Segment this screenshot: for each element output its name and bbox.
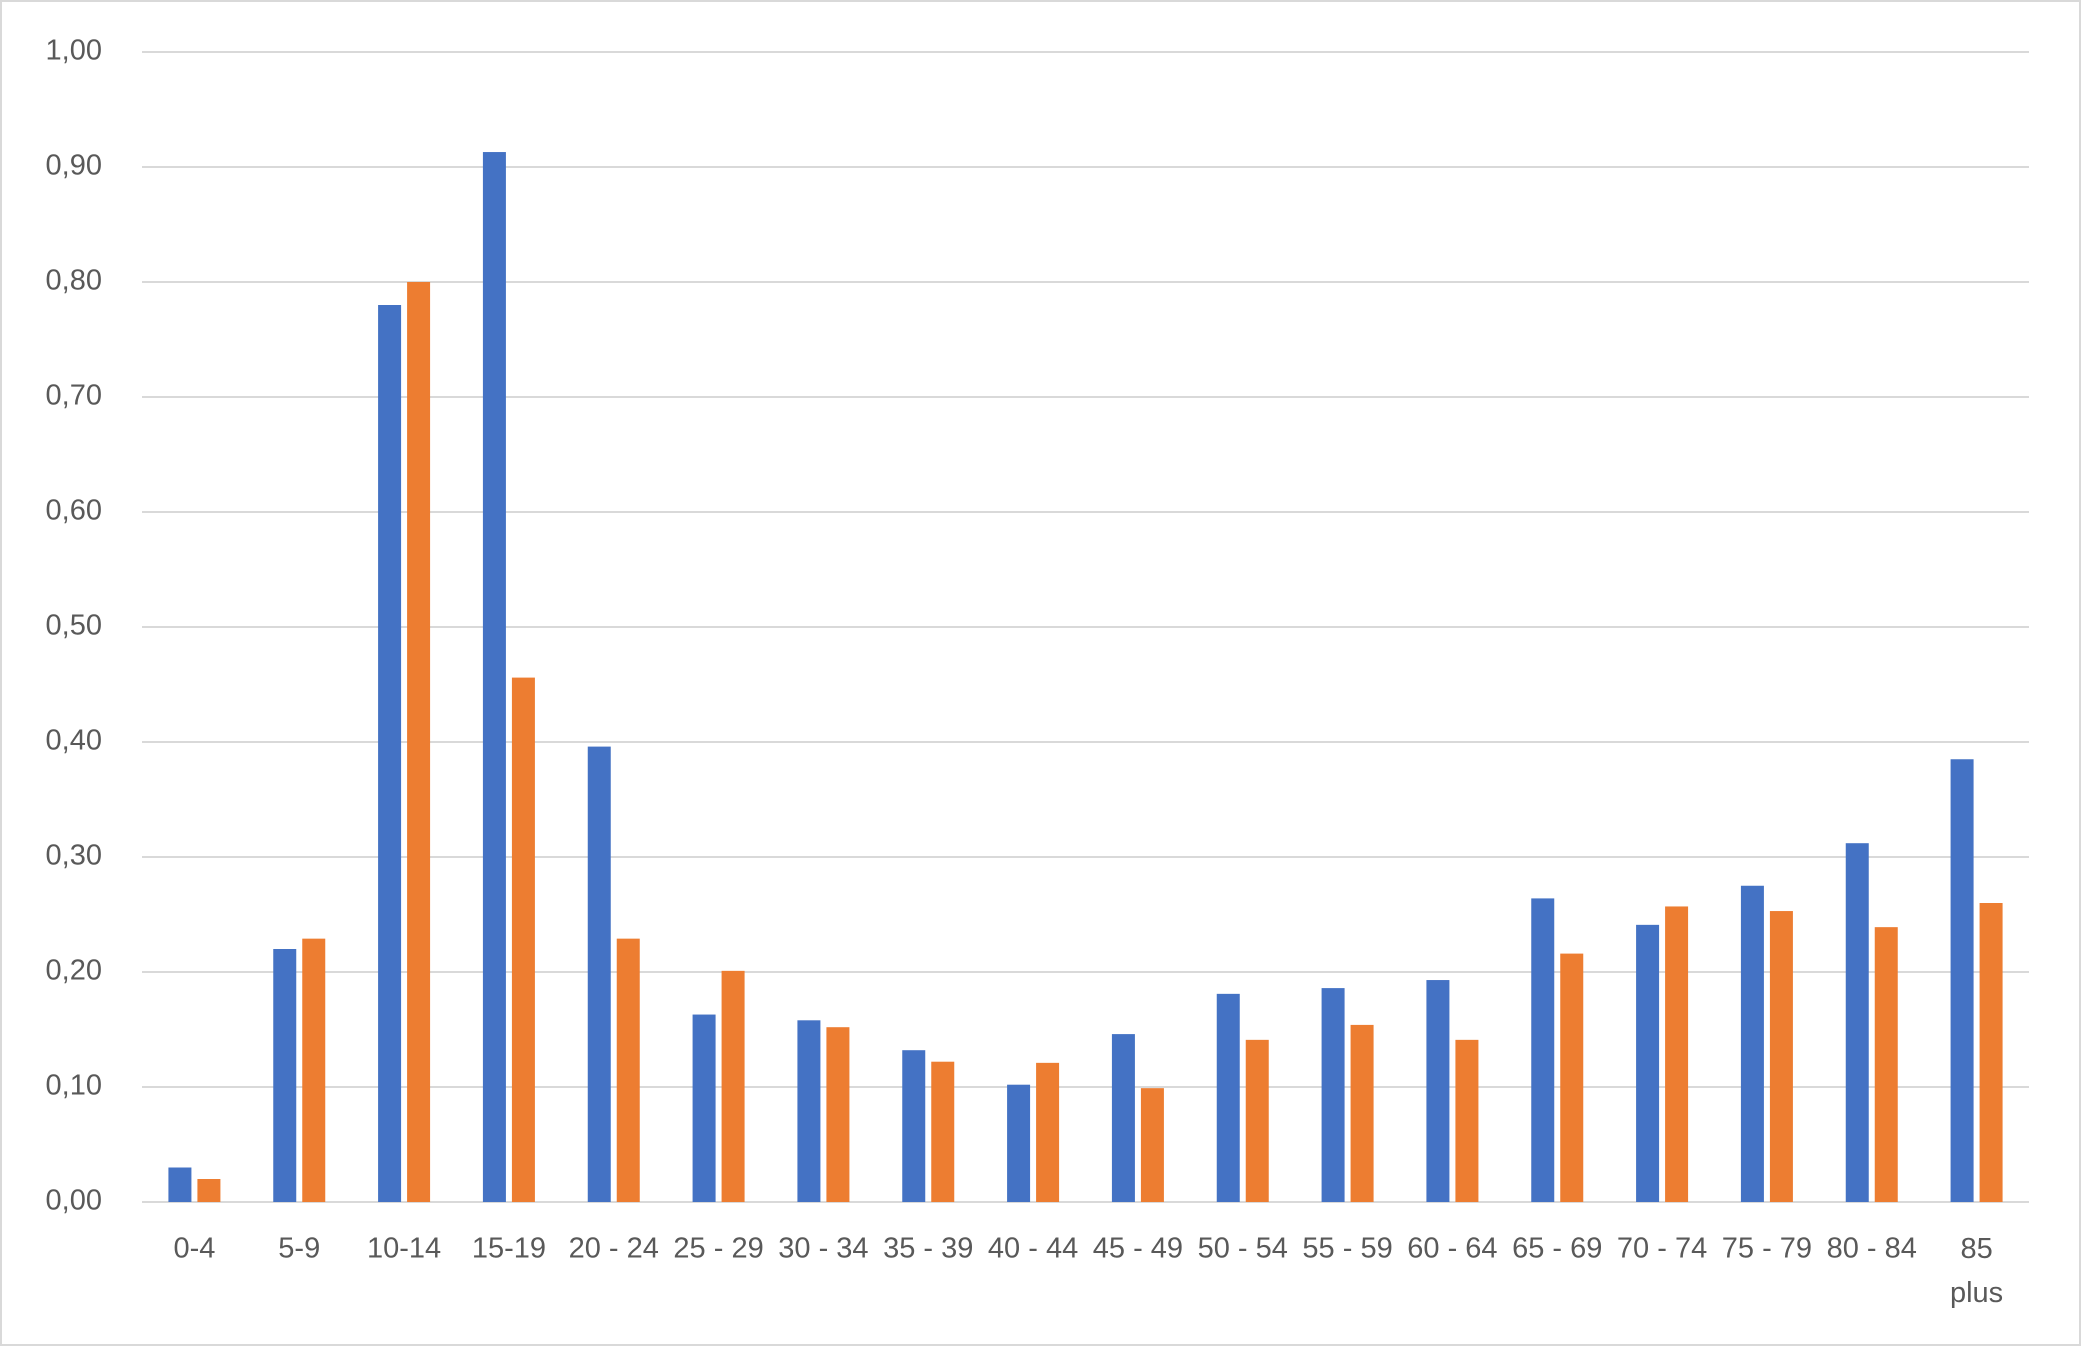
bar xyxy=(826,1027,850,1202)
x-tick-label: 55 - 59 xyxy=(1302,1233,1392,1265)
bar xyxy=(378,305,402,1202)
x-tick-label: 65 - 69 xyxy=(1512,1233,1602,1265)
x-tick-label: 60 - 64 xyxy=(1407,1233,1497,1265)
y-tick-label: 0,80 xyxy=(46,265,102,297)
y-tick-label: 0,60 xyxy=(46,495,102,527)
x-tick-label: 75 - 79 xyxy=(1722,1233,1812,1265)
y-tick-label: 0,00 xyxy=(46,1185,102,1217)
bar xyxy=(1007,1084,1031,1202)
bar xyxy=(1350,1024,1374,1202)
bar xyxy=(1740,885,1764,1202)
x-tick-label: 50 - 54 xyxy=(1198,1233,1288,1265)
y-tick-label: 0,70 xyxy=(46,380,102,412)
x-tick-label: 80 - 84 xyxy=(1827,1233,1917,1265)
x-tick-label: 45 - 49 xyxy=(1093,1233,1183,1265)
x-tick-label: 15-19 xyxy=(472,1233,546,1265)
bar xyxy=(1845,843,1869,1202)
bar xyxy=(1245,1039,1269,1202)
bar xyxy=(616,938,640,1202)
y-tick-label: 0,40 xyxy=(46,725,102,757)
bar xyxy=(587,746,611,1202)
bar xyxy=(1665,906,1689,1202)
x-tick-label: 10-14 xyxy=(367,1233,441,1265)
x-tick-label: 70 - 74 xyxy=(1617,1233,1707,1265)
bar xyxy=(1769,911,1793,1202)
y-tick-label: 0,20 xyxy=(46,955,102,987)
bar xyxy=(511,677,535,1202)
bar xyxy=(302,938,326,1202)
x-tick-label: 85 plus xyxy=(1950,1233,2003,1309)
bar xyxy=(1455,1039,1479,1202)
bar xyxy=(482,152,506,1202)
bar xyxy=(692,1014,716,1202)
x-tick-label: 35 - 39 xyxy=(883,1233,973,1265)
bar xyxy=(1636,924,1660,1202)
bar xyxy=(1111,1034,1135,1202)
bar xyxy=(1531,898,1555,1202)
bar xyxy=(902,1050,926,1202)
x-tick-label: 5-9 xyxy=(278,1233,320,1265)
bar xyxy=(797,1020,821,1202)
y-tick-label: 0,10 xyxy=(46,1070,102,1102)
y-tick-label: 1,00 xyxy=(46,35,102,67)
bar xyxy=(1216,993,1240,1202)
bar xyxy=(931,1061,955,1202)
y-tick-label: 0,30 xyxy=(46,840,102,872)
bar xyxy=(197,1179,221,1202)
bar xyxy=(1979,903,2003,1202)
bar xyxy=(273,949,297,1202)
x-tick-label: 30 - 34 xyxy=(778,1233,868,1265)
bar xyxy=(1321,988,1345,1202)
x-tick-label: 25 - 29 xyxy=(673,1233,763,1265)
bar xyxy=(721,970,745,1202)
bar xyxy=(1140,1088,1164,1202)
x-tick-label: 40 - 44 xyxy=(988,1233,1078,1265)
bar xyxy=(407,282,431,1202)
y-tick-label: 0,50 xyxy=(46,610,102,642)
bar xyxy=(1426,980,1450,1202)
bar xyxy=(168,1167,192,1202)
bar xyxy=(1036,1062,1060,1202)
bar xyxy=(1560,953,1584,1202)
y-tick-label: 0,90 xyxy=(46,150,102,182)
x-tick-label: 20 - 24 xyxy=(569,1233,659,1265)
bar xyxy=(1950,759,1974,1202)
x-tick-label: 0-4 xyxy=(173,1233,215,1265)
bar xyxy=(1874,927,1898,1202)
